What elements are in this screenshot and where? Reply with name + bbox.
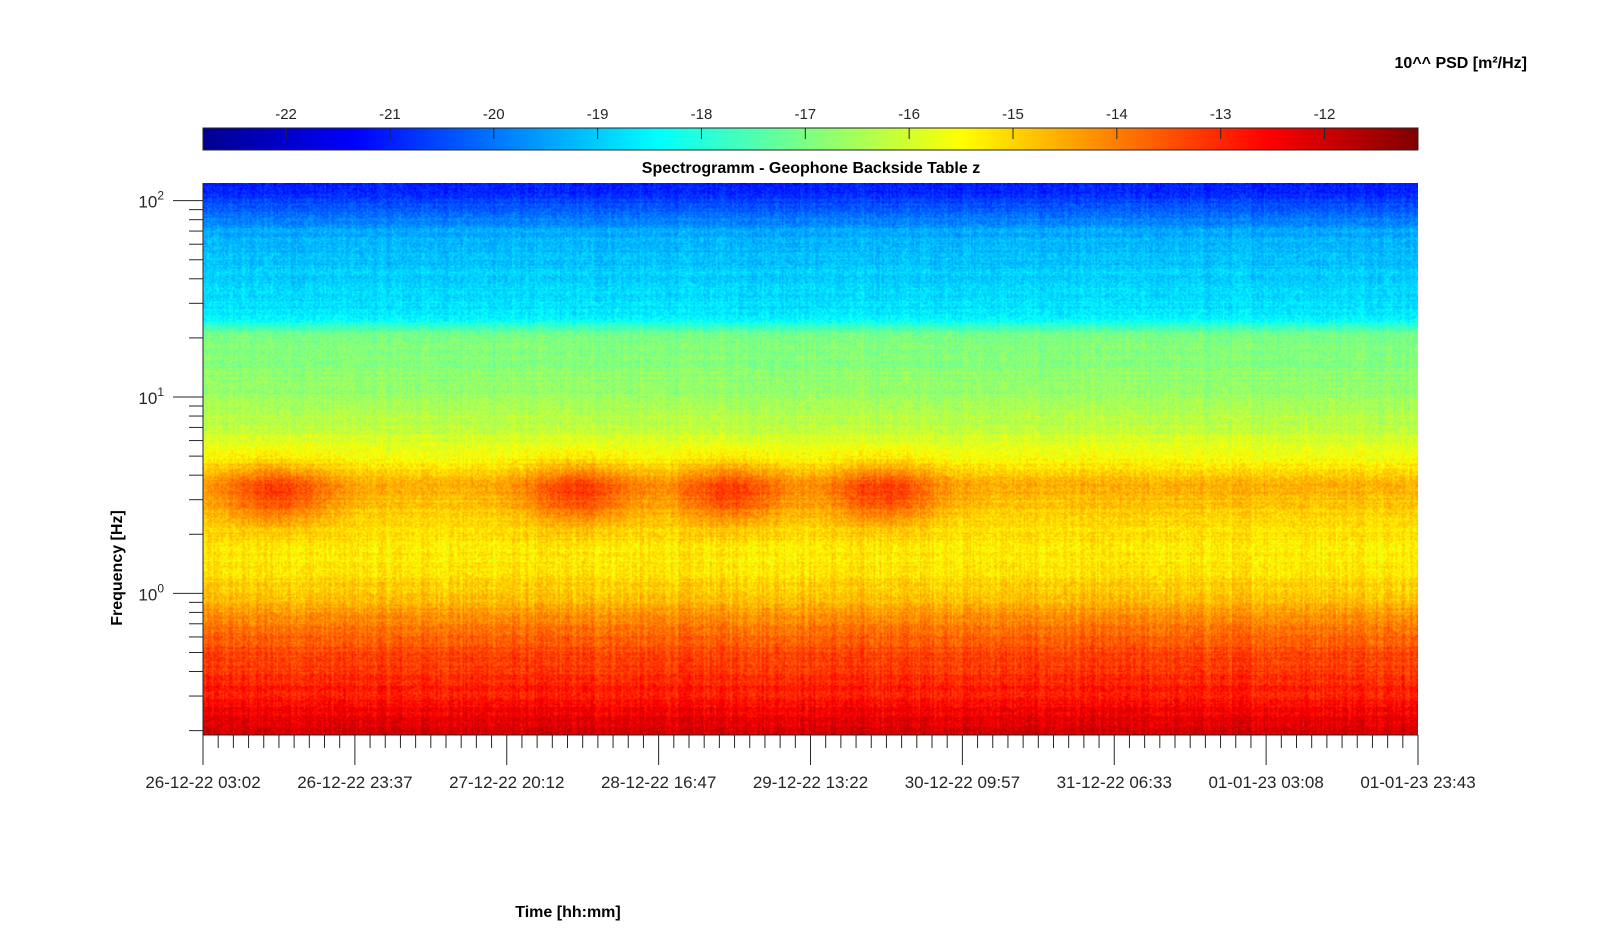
colorbar xyxy=(202,127,1419,151)
colorbar-tick-label: -22 xyxy=(275,106,297,123)
x-tick-label: 01-01-23 03:08 xyxy=(1208,773,1323,792)
y-tick-label: 100 xyxy=(138,581,164,604)
colorbar-label: 10^^ PSD [m²/Hz] xyxy=(1395,55,1527,72)
x-tick-label: 26-12-22 03:02 xyxy=(145,773,260,792)
colorbar-tick-label: -21 xyxy=(379,106,401,123)
colorbar-tick-label: -13 xyxy=(1210,106,1232,123)
spectrogram-heatmap xyxy=(203,183,1418,735)
colorbar-tick-label: -17 xyxy=(794,106,816,123)
x-tick-label: 31-12-22 06:33 xyxy=(1057,773,1172,792)
colorbar-tick-label: -18 xyxy=(691,106,713,123)
colorbar-tick-label: -16 xyxy=(898,106,920,123)
x-tick-label: 27-12-22 20:12 xyxy=(449,773,564,792)
x-axis: 26-12-22 03:02 26-12-22 23:37 27-12-22 20:… xyxy=(145,734,1476,792)
y-axis: 102 101 100 xyxy=(138,183,204,735)
colorbar-tick-label: -12 xyxy=(1314,106,1336,123)
colorbar-ticks: -22 -21 -20 -19 -18 -17 -16 -15 -14 -13 -12 xyxy=(275,106,1335,139)
colorbar-tick-label: -15 xyxy=(1002,106,1024,123)
y-axis-label: Frequency [Hz] xyxy=(109,510,126,626)
x-tick-label: 26-12-22 23:37 xyxy=(297,773,412,792)
colorbar-tick-label: -20 xyxy=(483,106,505,123)
x-tick-label: 28-12-22 16:47 xyxy=(601,773,716,792)
x-tick-label: 29-12-22 13:22 xyxy=(753,773,868,792)
chart-title: Spectrogramm - Geophone Backside Table z xyxy=(642,160,980,177)
colorbar-tick-label: -19 xyxy=(587,106,609,123)
y-tick-label: 102 xyxy=(138,189,164,212)
x-tick-label: 30-12-22 09:57 xyxy=(905,773,1020,792)
colorbar-tick-label: -14 xyxy=(1106,106,1128,123)
x-tick-label: 01-01-23 23:43 xyxy=(1360,773,1475,792)
x-axis-label: Time [hh:mm] xyxy=(515,904,620,921)
y-tick-label: 101 xyxy=(138,385,164,408)
